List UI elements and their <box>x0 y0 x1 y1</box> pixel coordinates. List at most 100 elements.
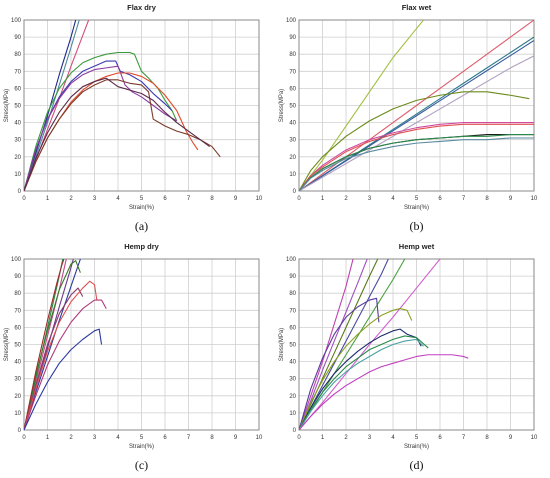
x-tick-label: 9 <box>234 196 238 202</box>
plot-frame <box>23 258 260 431</box>
x-tick-label: 10 <box>531 435 538 441</box>
series-line-10 <box>299 335 429 430</box>
x-axis-label: Strain(%) <box>404 205 429 211</box>
series-line-12 <box>299 354 469 430</box>
y-tick-label: 50 <box>289 104 296 110</box>
panel-label: (c) <box>135 458 148 472</box>
series-line-11 <box>299 137 534 191</box>
series-line-7 <box>299 122 534 191</box>
x-tick-label: 7 <box>462 196 466 202</box>
y-axis-label: Stress(MPa) <box>279 328 285 361</box>
x-tick-label: 7 <box>187 435 191 441</box>
series-line-8 <box>24 280 98 430</box>
y-tick-label: 70 <box>14 69 21 75</box>
x-tick-label: 5 <box>415 196 419 202</box>
x-tick-label: 2 <box>69 196 73 202</box>
series-line-9 <box>299 328 422 430</box>
x-tick-label: 6 <box>438 196 442 202</box>
y-tick-label: 30 <box>14 377 21 383</box>
series-line-8 <box>299 308 413 430</box>
x-tick-label: 3 <box>368 196 372 202</box>
x-tick-label: 9 <box>509 435 513 441</box>
panel-flax-wet: 0 1 2 3 4 5 6 7 8 9 10 0 10 20 30 40 50 60 70 80 90 100 Flax w… <box>275 0 550 239</box>
y-tick-label: 100 <box>286 257 297 263</box>
y-tick-label: 70 <box>289 69 296 75</box>
plot-frame <box>23 19 260 192</box>
y-tick-label: 80 <box>14 52 21 58</box>
series-line-4 <box>299 259 389 430</box>
chart-title: Flax dry <box>127 3 157 12</box>
series-line-2 <box>299 259 368 430</box>
y-axis-label: Stress(MPa) <box>4 89 10 122</box>
y-tick-label: 30 <box>289 138 296 144</box>
y-tick-label: 40 <box>289 121 296 127</box>
series-line-1 <box>24 20 77 191</box>
series-line-1 <box>299 20 424 191</box>
y-tick-label: 0 <box>18 428 22 434</box>
y-tick-label: 20 <box>14 394 21 400</box>
x-tick-label: 2 <box>344 435 348 441</box>
x-tick-label: 5 <box>140 435 144 441</box>
y-tick-label: 80 <box>289 291 296 297</box>
y-tick-label: 60 <box>14 325 21 331</box>
x-tick-label: 10 <box>531 196 538 202</box>
x-tick-label: 8 <box>485 196 489 202</box>
series-line-6 <box>299 91 530 191</box>
y-tick-label: 20 <box>289 394 296 400</box>
y-tick-label: 60 <box>14 86 21 92</box>
panel-hemp-dry: 0 1 2 3 4 5 6 7 8 9 10 0 10 20 30 40 50 60 70 80 90 100 Hemp d… <box>0 239 275 478</box>
x-tick-label: 10 <box>256 435 263 441</box>
x-tick-label: 1 <box>46 435 50 441</box>
x-tick-label: 2 <box>344 196 348 202</box>
x-tick-label: 8 <box>485 435 489 441</box>
plot-frame <box>298 258 535 431</box>
x-tick-label: 1 <box>321 435 325 441</box>
y-tick-label: 50 <box>14 104 21 110</box>
y-tick-label: 30 <box>14 138 21 144</box>
x-tick-label: 6 <box>438 435 442 441</box>
series-line-4 <box>24 51 178 191</box>
y-tick-label: 90 <box>14 274 21 280</box>
series-line-4 <box>299 40 534 191</box>
x-axis-label: Strain(%) <box>129 205 154 211</box>
x-tick-label: 7 <box>187 196 191 202</box>
series-line-5 <box>24 260 81 430</box>
series-line-1 <box>24 259 81 430</box>
x-tick-label: 0 <box>297 435 301 441</box>
y-tick-label: 20 <box>14 155 21 161</box>
chart-title: Hemp wet <box>399 242 435 251</box>
y-tick-label: 40 <box>14 121 21 127</box>
x-tick-label: 5 <box>140 196 144 202</box>
x-tick-label: 7 <box>462 435 466 441</box>
x-tick-label: 9 <box>234 435 238 441</box>
x-tick-label: 8 <box>210 435 214 441</box>
series-line-7 <box>299 297 380 430</box>
y-tick-label: 80 <box>289 52 296 58</box>
x-tick-label: 5 <box>415 435 419 441</box>
panel-label: (a) <box>135 219 148 233</box>
y-tick-label: 50 <box>14 343 21 349</box>
panel-label: (d) <box>410 458 424 472</box>
series-line-6 <box>299 259 441 430</box>
y-tick-label: 10 <box>289 411 296 417</box>
y-tick-label: 90 <box>289 35 296 41</box>
y-axis-label: Stress(MPa) <box>4 328 10 361</box>
y-axis-label: Stress(MPa) <box>279 89 285 122</box>
y-tick-label: 40 <box>289 360 296 366</box>
x-tick-label: 8 <box>210 196 214 202</box>
y-tick-label: 0 <box>293 189 297 195</box>
panel-label: (b) <box>410 219 424 233</box>
y-tick-label: 100 <box>11 18 22 24</box>
x-tick-label: 4 <box>391 435 395 441</box>
y-tick-label: 90 <box>289 274 296 280</box>
y-tick-label: 0 <box>293 428 297 434</box>
x-tick-label: 6 <box>163 435 167 441</box>
y-tick-label: 10 <box>14 172 21 178</box>
x-tick-label: 3 <box>93 196 97 202</box>
x-tick-label: 6 <box>163 196 167 202</box>
x-tick-label: 3 <box>93 435 97 441</box>
x-tick-label: 0 <box>22 196 26 202</box>
